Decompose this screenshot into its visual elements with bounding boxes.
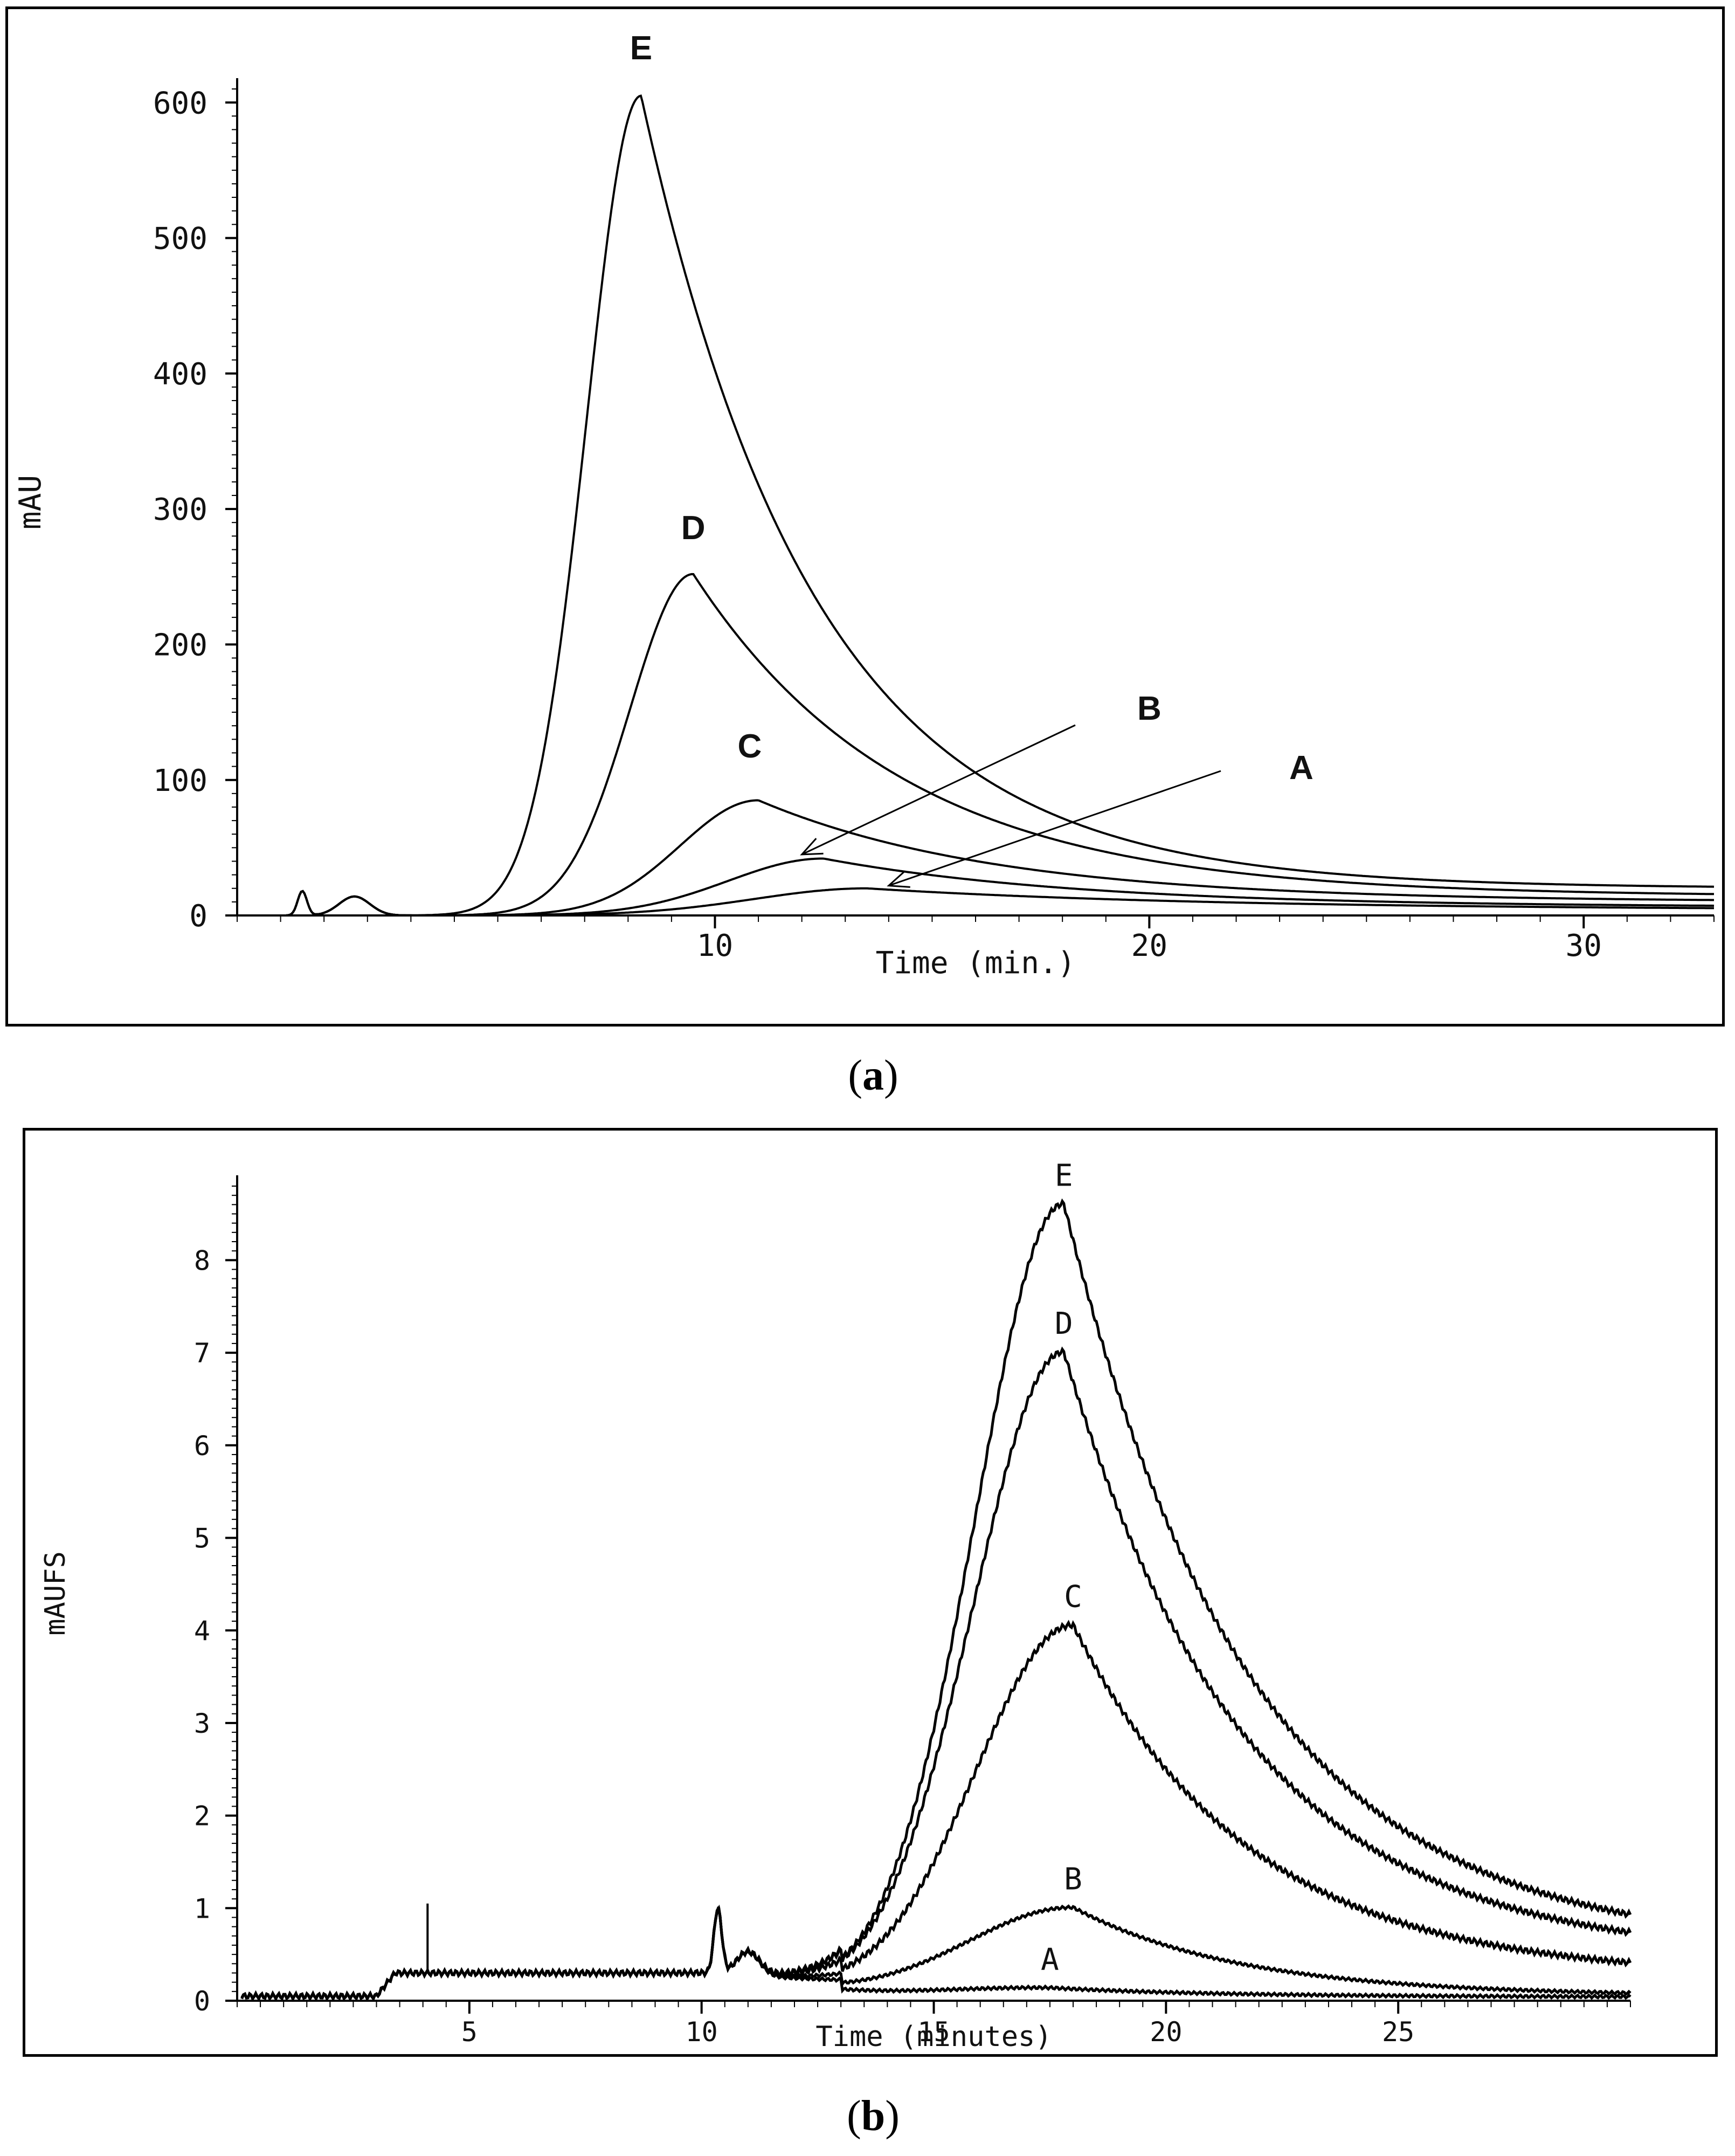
panel-a-series-B-label: B <box>1137 690 1162 727</box>
panel-a-series-A-line <box>260 887 1714 917</box>
panel-b-series-A-line <box>240 1905 1632 2000</box>
panel-b-x-tick-label: 20 <box>1150 2016 1182 2048</box>
panel-a-arrow-A-head <box>887 870 910 888</box>
panel-b-y-tick-label: 3 <box>194 1708 210 1739</box>
panel-a-arrow-B-head <box>800 838 824 856</box>
caption-a-letter: a <box>862 1052 884 1099</box>
panel-a-y-tick-label: 100 <box>153 763 208 798</box>
panel-b-series-C-label: C <box>1064 1580 1082 1615</box>
panel-b-x-tick-label: 25 <box>1382 2016 1414 2048</box>
panel-b-frame <box>23 1128 1718 2057</box>
panel-b-series-C-line <box>240 1620 1632 2002</box>
panel-b-y-tick-label: 8 <box>194 1245 210 1276</box>
panel-a-series-D-line <box>260 573 1714 917</box>
panel-b-y-tick-label: 4 <box>194 1615 210 1647</box>
panel-b-series-A-label: A <box>1041 1943 1059 1978</box>
panel-b-y-tick-label: 6 <box>194 1430 210 1462</box>
caption-b-letter: b <box>861 2092 886 2140</box>
panel-b-y-tick-label: 5 <box>194 1523 210 1554</box>
panel-a-y-tick-label: 300 <box>153 492 208 527</box>
panel-a-y-tick-label: 400 <box>153 357 208 392</box>
panel-b-y-axis-title: mAUFS <box>39 1551 72 1636</box>
panel-b-y-tick-label: 0 <box>194 1986 210 2017</box>
panel-b-series-D-label: D <box>1055 1306 1073 1341</box>
panel-b-series-D-line <box>240 1346 1632 2002</box>
panel-a-x-axis-title: Time (min.) <box>876 946 1076 981</box>
panel-b-y-tick-label: 7 <box>194 1338 210 1369</box>
panel-a-frame <box>5 6 1725 1027</box>
panel-b-y-tick-label: 1 <box>194 1893 210 1924</box>
panel-b-series-E-line <box>240 1198 1632 2002</box>
caption-a: (a) <box>848 1052 898 1099</box>
panel-a-series-D-label: D <box>681 509 706 547</box>
panel-b-series-E-label: E <box>1055 1158 1073 1193</box>
panel-b-y-tick-label: 2 <box>194 1801 210 1832</box>
panel-a-x-tick-label: 20 <box>1131 928 1167 963</box>
panel-a-y-tick-label: 500 <box>153 222 208 257</box>
panel-a-y-axis-title: mAU <box>13 475 48 529</box>
panel-a-arrow-B-shaft <box>801 724 1076 856</box>
panel-b-series-B-label: B <box>1064 1862 1082 1897</box>
panel-a-x-tick-label: 30 <box>1566 928 1602 963</box>
panel-b-x-tick-label: 10 <box>686 2016 718 2048</box>
panel-b-x-tick-label: 5 <box>461 2016 478 2048</box>
panel-a-y-tick-label: 200 <box>153 628 208 663</box>
panel-a-series-E-line <box>260 94 1715 917</box>
panel-a-y-tick-label: 0 <box>189 899 208 934</box>
panel-a-series-E-label: E <box>630 30 652 67</box>
panel-b-x-tick-label: 15 <box>917 2016 950 2048</box>
panel-a-x-tick-label: 10 <box>697 928 733 963</box>
panel-b-series-B-line <box>240 1904 1632 2000</box>
panel-a-arrow-A-shaft <box>888 770 1221 887</box>
panel-a-series-C-label: C <box>738 728 762 765</box>
caption-b: (b) <box>847 2092 900 2140</box>
panel-a-y-tick-label: 600 <box>153 86 208 121</box>
panel-b-x-axis-title: Time (minutes) <box>815 2021 1052 2053</box>
panel-a-series-A-label: A <box>1289 749 1314 787</box>
